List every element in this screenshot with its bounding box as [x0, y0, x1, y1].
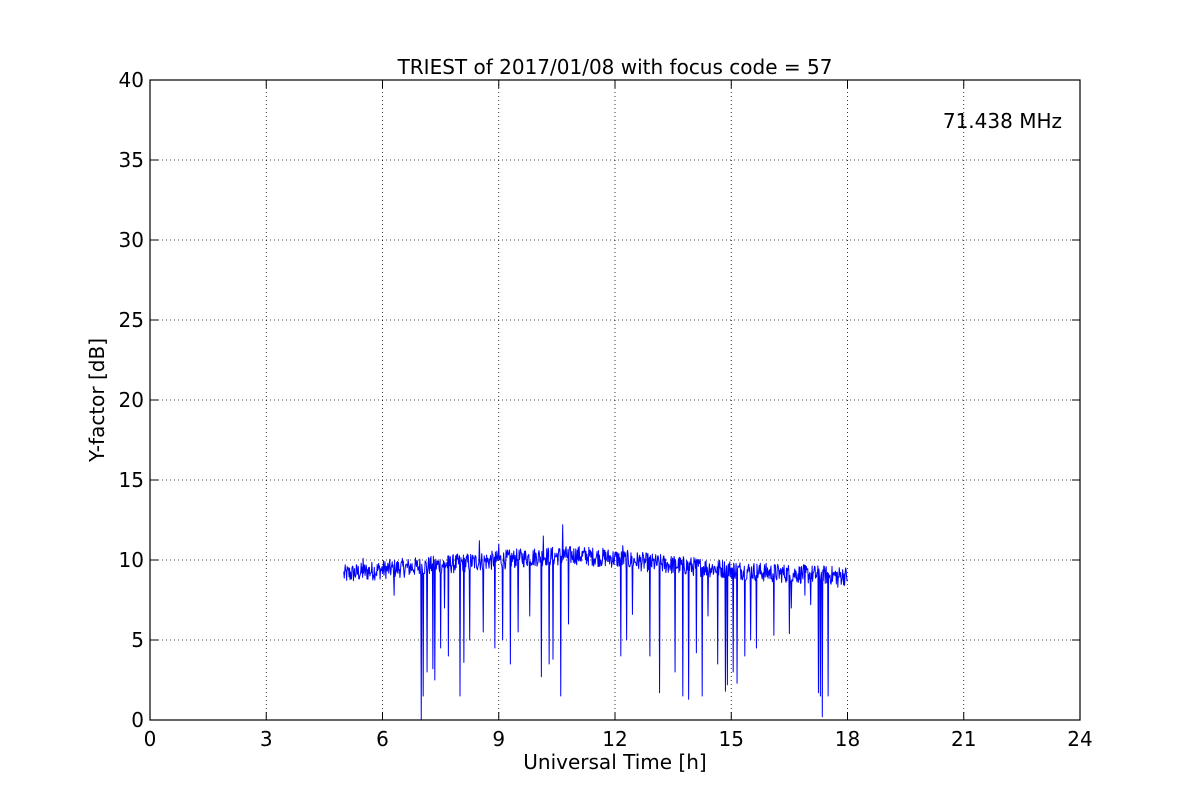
grid — [150, 80, 1080, 720]
frequency-annotation: 71.438 MHz — [943, 109, 1062, 133]
y-tick-label: 20 — [119, 388, 144, 412]
y-tick-label: 0 — [131, 708, 144, 732]
y-tick-label: 30 — [119, 228, 144, 252]
chart-title: TRIEST of 2017/01/08 with focus code = 5… — [397, 55, 833, 79]
x-tick-label: 6 — [376, 727, 389, 751]
y-tick-label: 25 — [119, 308, 144, 332]
y-tick-label: 35 — [119, 148, 144, 172]
series-group — [343, 524, 848, 721]
series-line — [343, 524, 848, 721]
x-tick-label: 3 — [260, 727, 273, 751]
y-tick-label: 15 — [119, 468, 144, 492]
x-tick-label: 18 — [835, 727, 860, 751]
x-tick-label: 9 — [492, 727, 505, 751]
x-tick-label: 24 — [1067, 727, 1092, 751]
y-tick-label: 10 — [119, 548, 144, 572]
x-tick-label: 12 — [602, 727, 627, 751]
x-tick-label: 21 — [951, 727, 976, 751]
x-tick-label: 0 — [144, 727, 157, 751]
y-tick-labels: 0 5 10 15 20 25 30 35 40 — [119, 68, 144, 732]
y-tick-label: 40 — [119, 68, 144, 92]
x-tick-labels: 0 3 6 9 12 15 18 21 24 — [144, 727, 1093, 751]
x-axis-label: Universal Time [h] — [523, 750, 706, 774]
tick-group — [149, 79, 1081, 721]
y-tick-label: 5 — [131, 628, 144, 652]
y-axis-label: Y-factor [dB] — [85, 338, 109, 463]
x-tick-label: 15 — [719, 727, 744, 751]
